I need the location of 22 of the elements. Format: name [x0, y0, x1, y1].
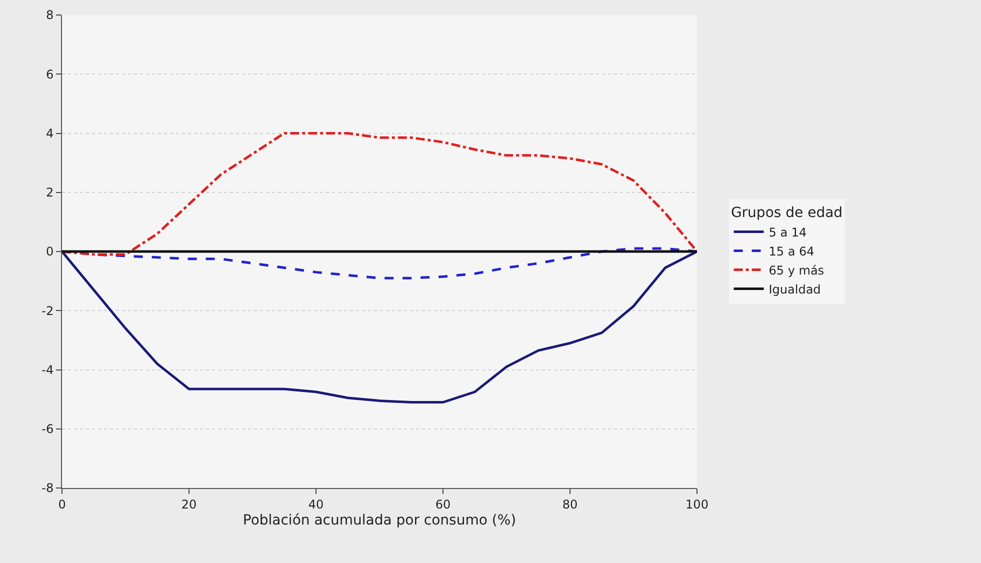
y-tick-label: 2	[46, 186, 54, 200]
y-tick-label: 6	[46, 67, 54, 82]
y-tick-label: -4	[42, 362, 54, 377]
x-axis-title: Población acumulada por consumo (%)	[242, 512, 516, 529]
x-tick-label: 100	[686, 497, 708, 512]
x-tick-label: 20	[181, 497, 197, 512]
y-tick-label: 4	[46, 126, 54, 140]
y-tick-label: 8	[46, 8, 54, 22]
line-series	[62, 250, 697, 404]
y-tick-label: -6	[42, 422, 54, 436]
x-tick-label: 0	[58, 497, 66, 512]
y-tick-label: 0	[46, 244, 54, 259]
legend-label: 65 y más	[768, 263, 824, 278]
x-tick-label: 80	[562, 497, 578, 512]
y-tick-label: -8	[42, 481, 54, 496]
x-tick-label: 40	[308, 497, 324, 512]
x-tick-label: 60	[435, 497, 451, 512]
y-tick-label: -2	[42, 304, 54, 318]
legend-label: 5 a 14	[768, 225, 807, 240]
legend-label: 15 a 64	[768, 244, 814, 258]
legend-label: Igualdad	[768, 282, 821, 296]
legend-title: Grupos de edad	[730, 205, 843, 222]
